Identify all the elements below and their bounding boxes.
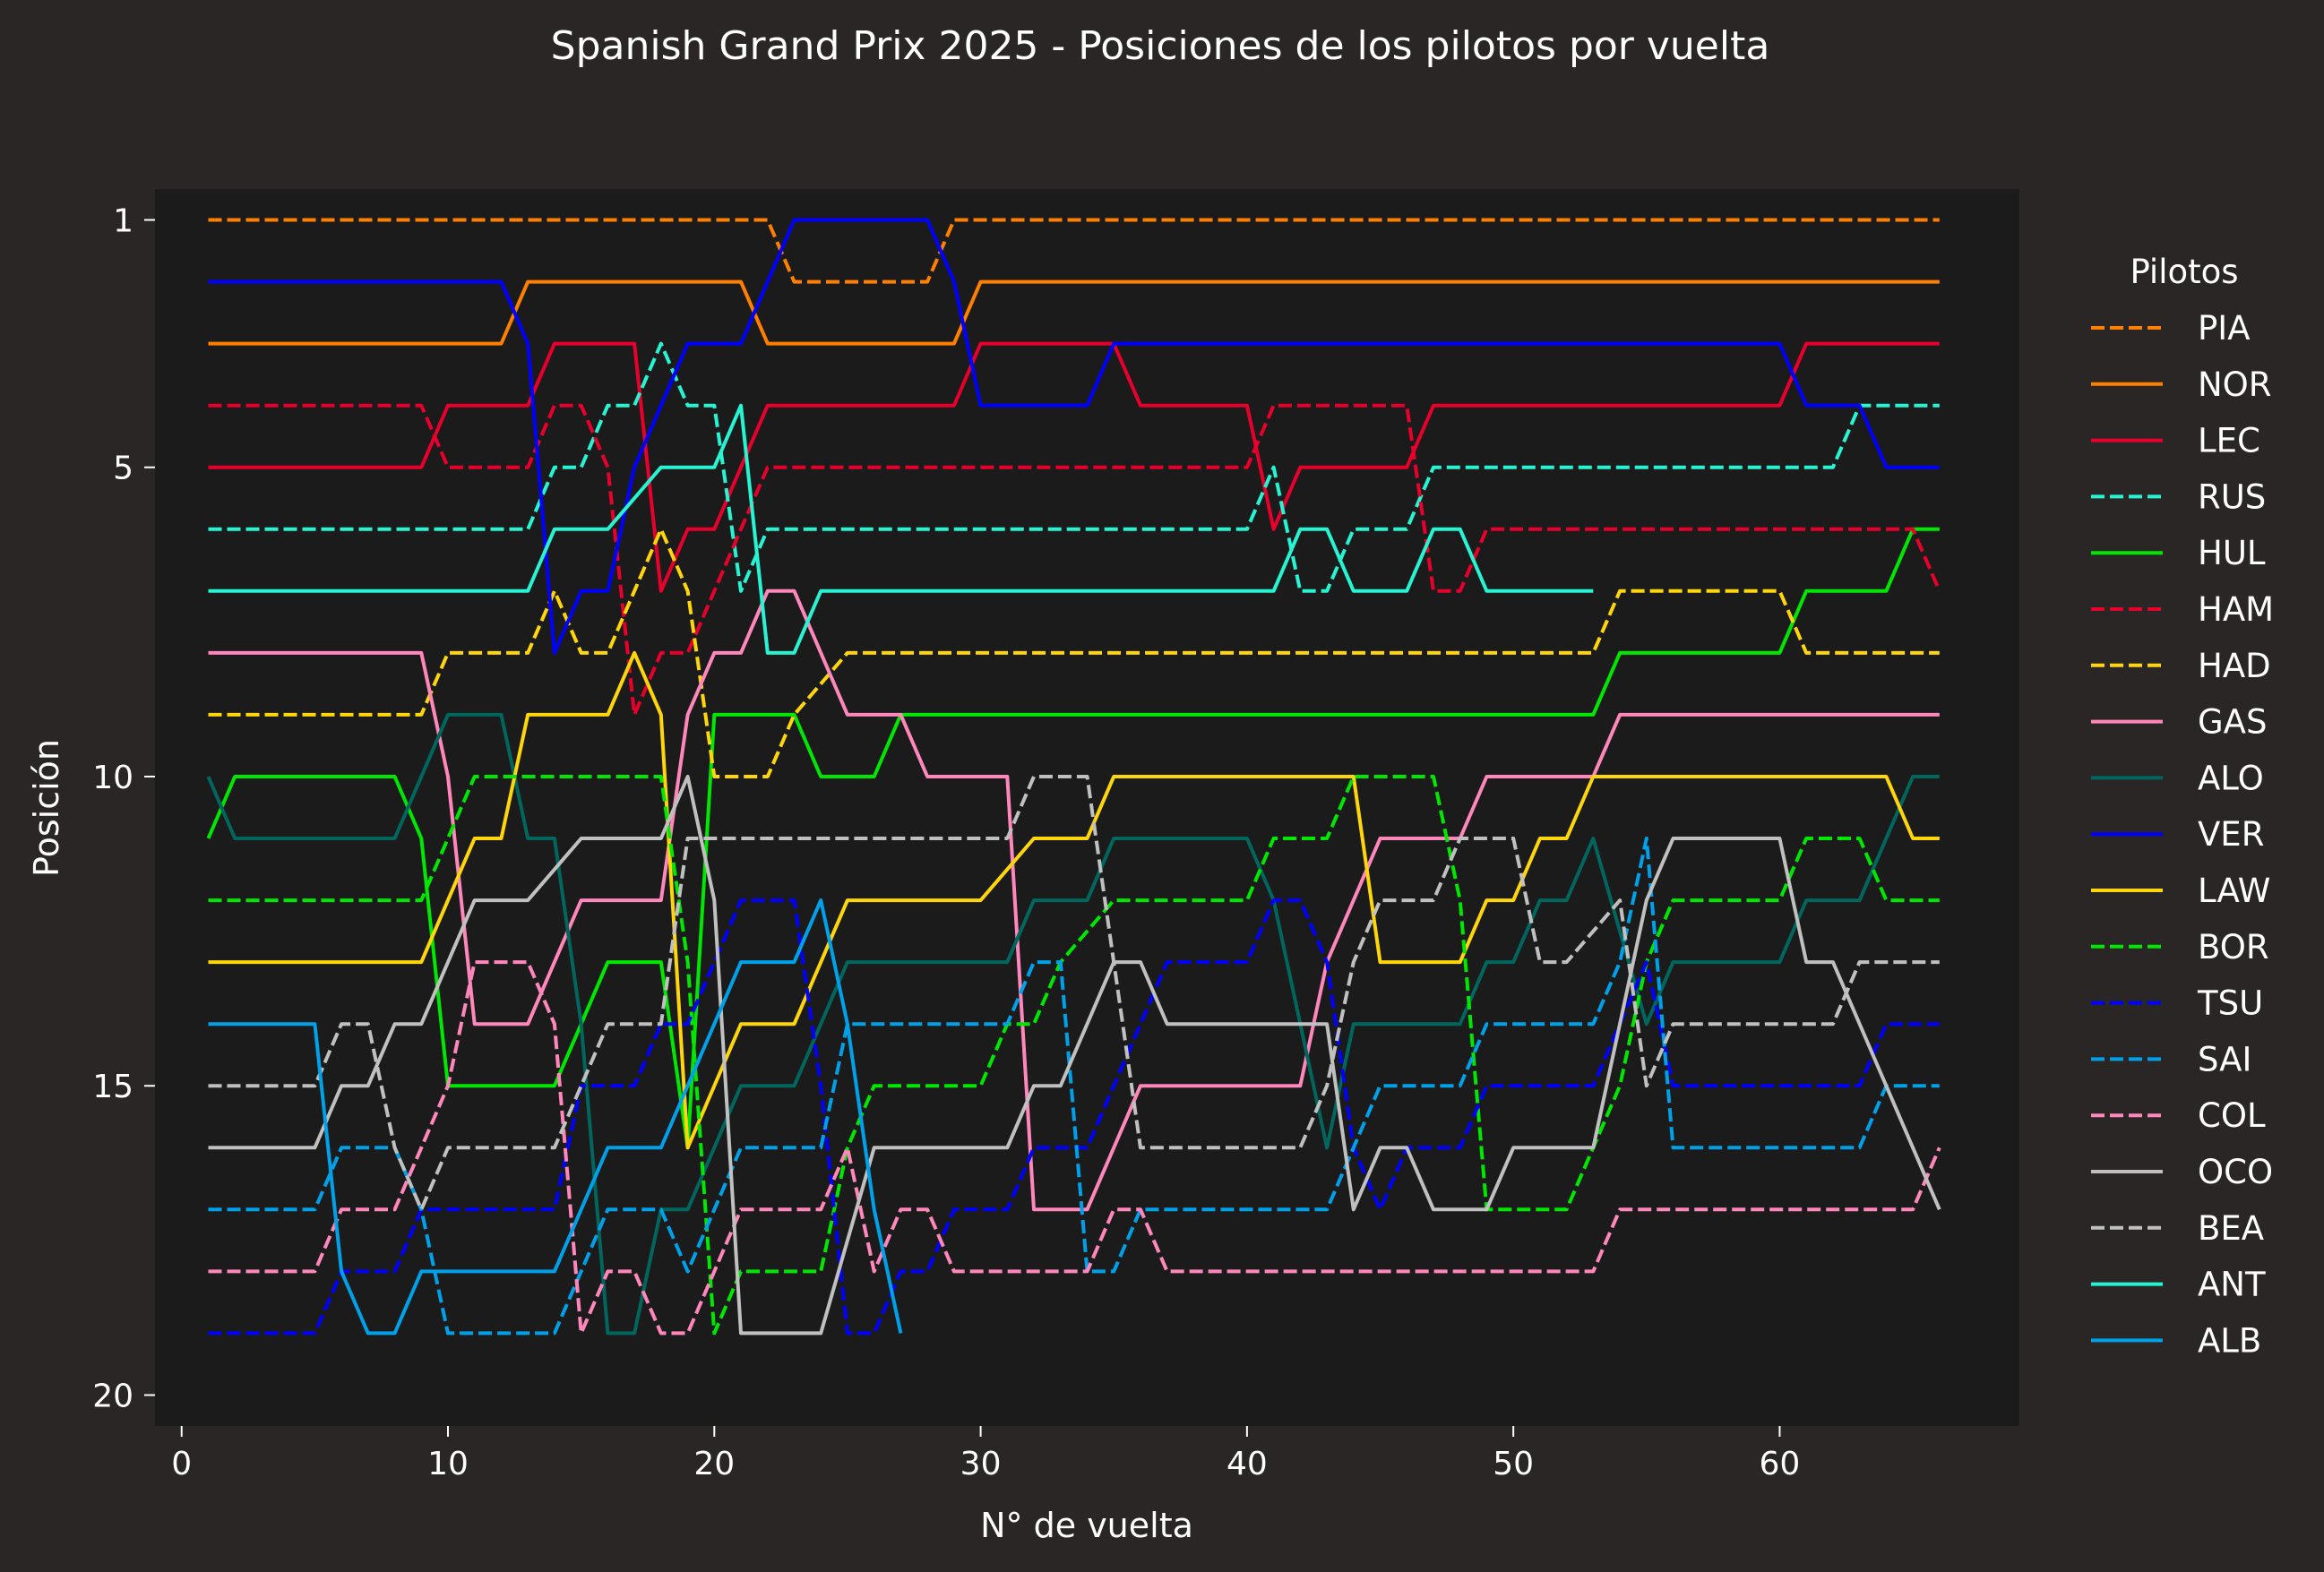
legend-label-pia: PIA (2198, 309, 2251, 348)
legend-label-alo: ALO (2198, 759, 2264, 797)
series-line-had (208, 527, 1940, 778)
series-line-ant (208, 403, 1594, 655)
series-lines (206, 218, 1941, 1336)
x-tick-label: 20 (693, 1446, 735, 1482)
legend-label-sai: SAI (2198, 1040, 2251, 1078)
plot-area (155, 189, 2019, 1426)
legend-label-col: COL (2198, 1096, 2266, 1135)
series-line-gas (208, 588, 1940, 1212)
x-tick-label: 0 (171, 1446, 192, 1482)
y-tick-label: 5 (113, 451, 133, 487)
x-tick-label: 60 (1760, 1446, 1801, 1482)
x-tick-label: 10 (427, 1446, 469, 1482)
y-tick-label: 15 (92, 1069, 133, 1105)
legend: Pilotos PIA NOR LEC RUS HUL HAM HAD GAS ALO VER LA… (2091, 253, 2274, 1360)
legend-title: Pilotos (2130, 253, 2238, 291)
x-axis: 0 10 20 30 40 50 60 (171, 1426, 1800, 1482)
series-line-pia (208, 218, 1940, 284)
legend-label-ham: HAM (2198, 590, 2274, 629)
legend-label-ver: VER (2198, 815, 2264, 854)
series-line-bea (208, 775, 1940, 1212)
x-tick-label: 30 (960, 1446, 1002, 1482)
legend-label-had: HAD (2198, 647, 2271, 685)
series-line-col (208, 960, 1941, 1336)
series-line-ver (208, 218, 1940, 655)
chart-title: Spanish Grand Prix 2025 - Posiciones de … (551, 23, 1770, 69)
legend-label-bor: BOR (2198, 928, 2269, 966)
x-axis-label: N° de vuelta (980, 1506, 1193, 1545)
series-line-sai (208, 837, 1940, 1336)
x-tick-label: 40 (1227, 1446, 1268, 1482)
legend-label-nor: NOR (2198, 365, 2272, 404)
series-line-ham (208, 403, 1941, 717)
legend-label-ant: ANT (2198, 1266, 2266, 1304)
legend-label-law: LAW (2198, 872, 2270, 910)
y-tick-label: 1 (113, 203, 133, 240)
series-line-rus (208, 341, 1940, 593)
legend-label-hul: HUL (2198, 534, 2266, 572)
legend-label-oco: OCO (2198, 1153, 2273, 1191)
legend-label-bea: BEA (2198, 1209, 2264, 1248)
legend-label-gas: GAS (2198, 703, 2267, 742)
series-line-lec (208, 341, 1940, 593)
y-tick-label: 10 (92, 760, 133, 796)
legend-label-alb: ALB (2198, 1321, 2261, 1360)
series-line-tsu (208, 898, 1940, 1336)
legend-label-lec: LEC (2198, 422, 2260, 460)
series-line-alb (208, 898, 903, 1336)
x-tick-label: 50 (1493, 1446, 1534, 1482)
legend-label-tsu: TSU (2197, 984, 2263, 1023)
y-tick-label: 20 (92, 1378, 133, 1414)
y-axis-label: Posición (27, 739, 66, 877)
legend-label-rus: RUS (2198, 477, 2266, 516)
series-line-oco (208, 775, 1941, 1336)
